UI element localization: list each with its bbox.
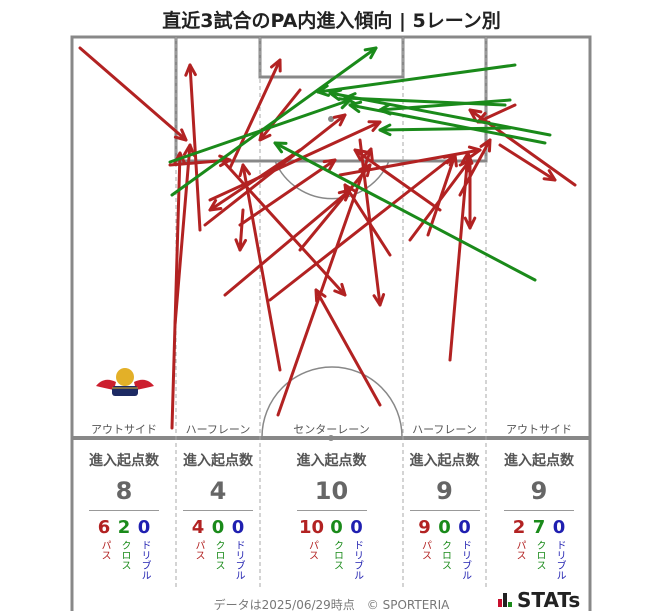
cross-label: クロス	[213, 540, 224, 570]
pass-arrow	[258, 88, 302, 142]
pass-label: パス	[419, 540, 431, 560]
lane-stats-half-left: 進入起点数 4 4 パス 0 クロス 0 ドリブル	[178, 450, 258, 580]
stats-divider	[183, 510, 253, 511]
penalty-arc	[274, 160, 390, 200]
pass-arrow	[208, 120, 382, 202]
dribble-count: 0	[350, 517, 363, 538]
pass-arrow	[458, 138, 492, 197]
dribble-count: 0	[137, 517, 151, 538]
lane-label-center: センターレーン	[293, 423, 370, 436]
pass-arrow	[238, 158, 337, 227]
stats-divider	[409, 510, 480, 511]
cross-count: 0	[330, 517, 343, 538]
brand-logo: STATs	[498, 588, 580, 612]
cross-count: 2	[117, 517, 131, 538]
lane-label-outside-left: アウトサイド	[91, 423, 157, 436]
stats-bars-icon	[498, 593, 512, 607]
pass-arrow	[426, 153, 458, 237]
stats-divider	[89, 510, 159, 511]
pass-arrow	[238, 163, 282, 372]
dribble-label: ドリブル	[351, 540, 363, 580]
pass-arrow	[220, 158, 347, 297]
pass-arrow	[223, 188, 352, 297]
stats-total: 4	[209, 477, 227, 505]
pass-count: 4	[191, 517, 205, 538]
stats-total: 9	[436, 477, 453, 505]
dribble-count: 0	[458, 517, 471, 538]
cross-count: 0	[438, 517, 451, 538]
penalty-spot	[328, 116, 334, 122]
pass-label: パス	[514, 540, 525, 560]
cross-arrow	[170, 46, 378, 197]
pass-arrow	[463, 158, 477, 230]
cross-count: 7	[532, 517, 546, 538]
arrows-layer	[78, 46, 577, 430]
pass-count: 6	[97, 517, 111, 538]
cross-arrow	[378, 98, 512, 116]
cross-arrow	[316, 63, 517, 97]
pass-arrow	[314, 288, 382, 407]
stats-heading: 進入起点数	[183, 453, 253, 469]
lane-stats-center: 進入起点数 10 10 パス 0 クロス 0 ドリブル	[262, 450, 401, 580]
cross-arrow	[273, 141, 537, 282]
pass-label: パス	[193, 540, 204, 560]
pass-arrow	[476, 103, 517, 124]
stats-heading: 進入起点数	[296, 453, 367, 469]
dribble-label: ドリブル	[554, 540, 565, 580]
pass-arrow	[184, 63, 202, 232]
lane-stats-outside-left: 進入起点数 8 6 パス 2 クロス 0 ドリブル	[76, 450, 172, 580]
cross-count: 0	[211, 517, 225, 538]
stats-heading: 進入起点数	[504, 453, 574, 469]
lane-stats-half-right: 進入起点数 9 9 パス 0 クロス 0 ドリブル	[405, 450, 484, 580]
pass-arrow	[276, 147, 374, 417]
dribble-label: ドリブル	[233, 540, 244, 580]
cross-label: クロス	[331, 540, 343, 570]
dribble-label: ドリブル	[139, 540, 150, 580]
dribble-count: 0	[552, 517, 566, 538]
dribble-count: 0	[231, 517, 245, 538]
stats-total: 8	[115, 477, 133, 505]
stats-heading: 進入起点数	[409, 453, 480, 469]
cross-label: クロス	[119, 540, 130, 570]
pass-arrow	[234, 208, 248, 252]
lane-label-outside-right: アウトサイド	[506, 423, 572, 436]
pass-arrow	[173, 143, 196, 327]
footer-credit: データは2025/06/29時点 © SPORTERIA	[213, 598, 450, 612]
lane-stats-outside-right: 進入起点数 9 2 パス 7 クロス 0 ドリブル	[490, 450, 588, 580]
pass-count: 2	[512, 517, 526, 538]
dribble-label: ドリブル	[459, 540, 471, 580]
pass-count: 9	[418, 517, 431, 538]
cross-arrow	[343, 92, 507, 107]
pass-arrow	[358, 138, 386, 307]
cross-label: クロス	[439, 540, 451, 570]
center-circle	[261, 366, 403, 438]
pass-label: パス	[99, 540, 110, 560]
pass-arrow	[228, 58, 282, 170]
club-logo	[94, 364, 156, 402]
stats-divider	[504, 510, 574, 511]
stats-total: 9	[530, 477, 548, 505]
pass-label: パス	[306, 540, 318, 560]
lane-label-half-left: ハーフレーン	[185, 423, 251, 436]
stats-total: 10	[314, 477, 349, 505]
pass-arrow	[498, 143, 557, 182]
center-spot	[328, 435, 334, 441]
cross-arrow	[378, 123, 512, 137]
brand-name: STATs	[517, 588, 581, 612]
stats-divider	[296, 510, 367, 511]
pass-arrow	[78, 46, 188, 142]
lane-label-half-right: ハーフレーン	[412, 423, 477, 436]
cross-label: クロス	[534, 540, 545, 570]
page-title: 直近3試合のPA内進入傾向 | 5レーン別	[162, 10, 501, 32]
goal-area	[258, 35, 405, 79]
pass-count: 10	[298, 517, 325, 538]
stats-heading: 進入起点数	[89, 453, 159, 469]
